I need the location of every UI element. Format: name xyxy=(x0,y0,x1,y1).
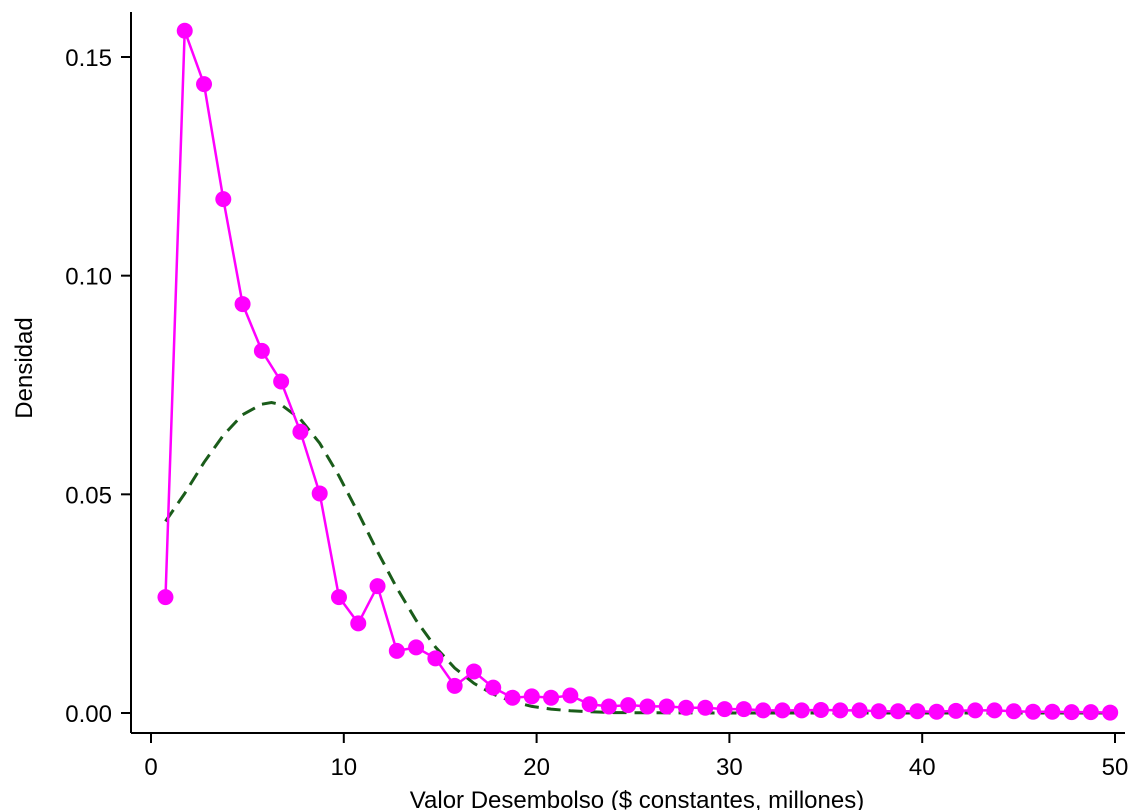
data-point xyxy=(890,703,907,720)
data-point xyxy=(909,703,926,720)
data-point xyxy=(523,688,540,705)
data-point xyxy=(234,296,251,313)
data-point xyxy=(1044,703,1061,720)
data-point xyxy=(620,697,637,714)
data-point xyxy=(735,701,752,718)
data-point xyxy=(1102,704,1119,721)
data-point xyxy=(812,701,829,718)
data-point xyxy=(793,702,810,719)
y-tick-label: 0.10 xyxy=(65,264,112,291)
data-point xyxy=(350,615,367,632)
data-point xyxy=(658,698,675,715)
data-point xyxy=(986,702,1003,719)
data-point xyxy=(292,423,309,440)
data-point xyxy=(562,687,579,704)
x-ticks: 0 10 20 30 40 50 xyxy=(144,733,1128,781)
data-point xyxy=(947,702,964,719)
data-point xyxy=(870,703,887,720)
data-point xyxy=(388,642,405,659)
x-tick-label: 30 xyxy=(716,754,743,781)
data-point xyxy=(369,578,386,595)
y-tick-label: 0.05 xyxy=(65,482,112,509)
data-point xyxy=(600,698,617,715)
x-tick-label: 0 xyxy=(144,754,157,781)
data-point xyxy=(273,373,290,390)
data-point xyxy=(485,679,502,696)
data-point xyxy=(639,698,656,715)
data-point xyxy=(716,701,733,718)
data-point xyxy=(1082,704,1099,721)
data-point xyxy=(253,342,270,359)
data-point xyxy=(678,699,695,716)
data-point xyxy=(408,639,425,656)
data-point xyxy=(215,191,232,208)
data-point xyxy=(1025,703,1042,720)
y-ticks: 0.00 0.05 0.10 0.15 xyxy=(65,45,131,728)
data-point xyxy=(157,589,174,606)
data-point xyxy=(697,699,714,716)
data-point xyxy=(774,702,791,719)
axes: 0 10 20 30 40 50 0.00 0.05 0.10 0.15 xyxy=(65,12,1128,781)
data-point xyxy=(928,703,945,720)
x-axis-title: Valor Desembolso ($ constantes, millones… xyxy=(410,787,864,810)
data-point xyxy=(330,589,347,606)
data-point xyxy=(755,702,772,719)
x-tick-label: 20 xyxy=(523,754,550,781)
data-point xyxy=(446,677,463,694)
data-point xyxy=(465,663,482,680)
kernel-density-line xyxy=(164,30,1111,714)
data-point xyxy=(851,702,868,719)
x-tick-label: 50 xyxy=(1102,754,1129,781)
data-point xyxy=(1005,703,1022,720)
data-point xyxy=(427,650,444,667)
data-point xyxy=(581,696,598,713)
data-point xyxy=(832,702,849,719)
y-tick-label: 0.15 xyxy=(65,45,112,72)
x-tick-label: 40 xyxy=(909,754,936,781)
data-point xyxy=(967,702,984,719)
data-point xyxy=(176,22,193,39)
data-point xyxy=(543,689,560,706)
normal-density-line xyxy=(164,400,1115,715)
x-tick-label: 10 xyxy=(330,754,357,781)
series-layer xyxy=(157,22,1119,721)
data-point xyxy=(504,689,521,706)
data-point xyxy=(1063,704,1080,721)
y-axis-title: Densidad xyxy=(11,317,38,418)
y-tick-label: 0.00 xyxy=(65,701,112,728)
data-point xyxy=(311,485,328,502)
data-point xyxy=(196,76,213,93)
